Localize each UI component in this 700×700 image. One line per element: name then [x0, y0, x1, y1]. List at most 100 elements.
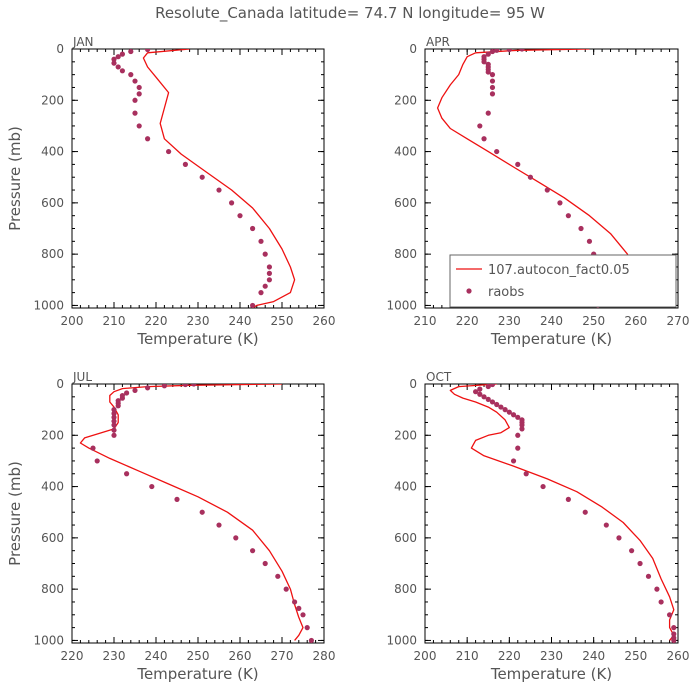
- x-tick-label: 230: [540, 649, 563, 663]
- raobs-point: [292, 599, 298, 605]
- y-tick-label: 1000: [386, 298, 417, 312]
- raobs-point: [136, 84, 142, 91]
- raobs-point: [515, 414, 521, 420]
- raobs-point: [145, 385, 151, 391]
- panel-jul: 220 230 240 250 260 270 280 0 200 400 600 800 1000 JU…: [6, 370, 335, 683]
- raobs-point: [115, 403, 121, 409]
- x-tick-label: 240: [145, 649, 168, 663]
- raobs-point: [515, 161, 521, 167]
- raobs-point: [128, 49, 134, 55]
- raobs-point: [519, 426, 525, 432]
- raobs-point: [216, 522, 222, 528]
- raobs-point: [557, 200, 563, 206]
- y-tick-label: 400: [41, 145, 64, 159]
- x-tick-label: 200: [61, 314, 84, 328]
- raobs-point: [519, 49, 525, 52]
- y-tick-label: 200: [41, 93, 64, 107]
- raobs-point: [233, 535, 239, 541]
- raobs-point: [111, 414, 117, 420]
- x-axis-label: Temperature (K): [490, 330, 612, 348]
- model-line: [79, 384, 304, 641]
- raobs-point: [544, 187, 550, 193]
- y-tick-label: 1000: [33, 298, 64, 312]
- raobs-point: [262, 251, 268, 257]
- raobs-point: [191, 384, 197, 387]
- raobs-point: [111, 427, 117, 433]
- raobs-point: [498, 404, 504, 410]
- raobs-point: [119, 395, 125, 401]
- raobs-point: [494, 148, 500, 155]
- y-axis-label: Pressure (mb): [6, 461, 24, 566]
- raobs-point: [481, 394, 487, 400]
- raobs-point: [645, 573, 652, 579]
- x-tick-label: 210: [103, 314, 126, 328]
- y-tick-label: 0: [409, 42, 417, 56]
- raobs-point: [489, 91, 496, 97]
- y-tick-label: 600: [394, 531, 417, 545]
- x-tick-label: 240: [229, 314, 252, 328]
- raobs-point: [510, 412, 517, 418]
- y-tick-label: 600: [41, 196, 64, 210]
- x-tick-label: 270: [271, 649, 294, 663]
- raobs-point: [94, 458, 100, 464]
- y-tick-label: 800: [394, 582, 417, 596]
- x-axis-label: Temperature (K): [136, 665, 258, 683]
- raobs-point: [481, 59, 487, 65]
- raobs-point: [515, 445, 521, 451]
- raobs-point: [506, 49, 512, 53]
- raobs-point: [489, 399, 496, 405]
- raobs-point: [182, 384, 188, 388]
- raobs-point: [145, 49, 151, 53]
- x-tick-label: 260: [667, 649, 690, 663]
- raobs-point: [145, 136, 151, 142]
- panel-label: JUL: [72, 370, 92, 384]
- raobs-point: [494, 49, 500, 53]
- raobs-point: [506, 409, 512, 415]
- raobs-point: [283, 586, 289, 592]
- panel-apr: 210 220 230 240 250 260 270 0 200 400 600 800 1000 AP…: [386, 35, 689, 348]
- x-tick-label: 270: [667, 314, 690, 328]
- raobs-point: [250, 225, 256, 232]
- raobs-point: [671, 631, 677, 637]
- x-tick-label: 250: [624, 649, 647, 663]
- raobs-point: [250, 302, 256, 308]
- raobs-point: [485, 51, 491, 57]
- y-tick-label: 0: [409, 377, 417, 391]
- raobs-point: [161, 384, 167, 389]
- raobs-point: [489, 84, 496, 91]
- y-tick-label: 400: [41, 480, 64, 494]
- legend-marker-swatch: [466, 288, 472, 294]
- y-tick-label: 200: [394, 428, 417, 442]
- x-axis-label: Temperature (K): [490, 665, 612, 683]
- raobs-point: [300, 612, 306, 618]
- figure-title: Resolute_Canada latitude= 74.7 N longitu…: [155, 4, 545, 23]
- raobs-point: [149, 483, 155, 490]
- raobs-point: [485, 384, 491, 390]
- legend-label-raobs: raobs: [488, 285, 525, 300]
- panel-jan: 200 210 220 230 240 250 260 0 200 400 600 800 1000 JA…: [6, 35, 335, 348]
- model-line: [449, 384, 675, 641]
- raobs-point: [111, 60, 117, 66]
- raobs-point: [124, 471, 130, 477]
- raobs-point: [578, 225, 584, 232]
- x-tick-label: 260: [313, 314, 336, 328]
- data-layer: [449, 384, 677, 643]
- raobs-point: [250, 548, 256, 554]
- x-tick-label: 250: [271, 314, 294, 328]
- raobs-point: [502, 407, 508, 413]
- y-tick-label: 800: [394, 247, 417, 261]
- raobs-point: [115, 64, 121, 70]
- x-tick-label: 240: [540, 314, 563, 328]
- raobs-point: [136, 91, 142, 97]
- raobs-point: [262, 283, 268, 289]
- y-tick-label: 600: [41, 531, 64, 545]
- y-tick-label: 1000: [33, 633, 64, 647]
- raobs-point: [182, 161, 188, 167]
- raobs-point: [473, 389, 479, 395]
- x-tick-label: 250: [582, 314, 605, 328]
- raobs-point: [666, 612, 673, 618]
- x-tick-label: 220: [61, 649, 84, 663]
- x-tick-label: 200: [414, 649, 437, 663]
- panel-oct: 200 210 220 230 240 250 260 0 200 400 600 800 1000 OC…: [386, 370, 689, 683]
